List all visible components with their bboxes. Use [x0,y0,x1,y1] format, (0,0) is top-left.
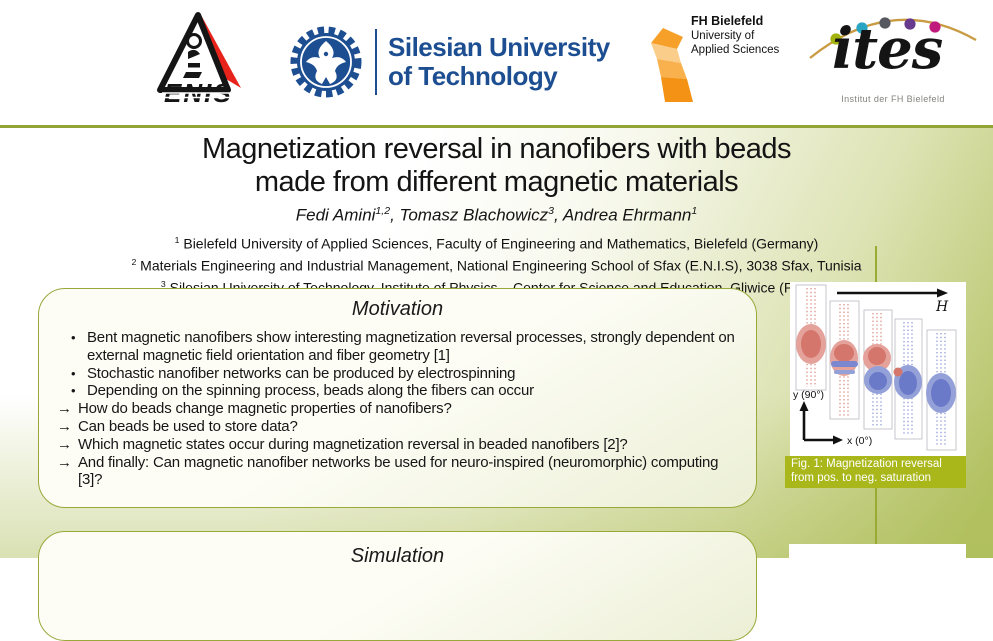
affiliations: 1 Bielefeld University of Applied Scienc… [0,231,993,297]
field-label: H [935,299,949,315]
poster-title: Magnetization reversal in nanofibers wit… [0,133,993,199]
silesian-line1: Silesian University [388,32,610,62]
figure-2-peek [789,544,966,560]
silesian-line2: of Technology [388,61,558,91]
list-item: → How do beads change magnetic properties… [57,400,452,418]
list-item: • Stochastic nanofiber networks can be pr… [71,364,516,382]
enis-logo-icon: ENIS [157,12,241,104]
author-3: , Andrea Ehrmann [554,205,692,225]
silesian-logo: Silesian University of Technology [288,22,610,102]
y-axis-label: y (90°) [793,389,824,401]
fh-bielefeld-logo: FH Bielefeld University of Applied Scien… [643,10,833,105]
author-1: Fedi Amini [295,205,376,225]
author-2: , Tomasz Blachowicz [390,205,549,225]
motivation-box: Motivation • Bent magnetic nanofibers sho… [38,288,757,508]
authors-line: Fedi Amini1,2, Tomasz Blachowicz3, Andre… [0,205,993,226]
enis-wordmark: ENIS [164,78,233,104]
simulation-box: Simulation [38,531,757,641]
caption-line1: Fig. 1: Magnetization reversal [791,458,942,470]
list-item: • Bent magnetic nanofibers show interesti… [71,329,735,364]
caption-line2: from pos. to neg. saturation [791,471,931,484]
list-item: → Can beads be used to store data? [57,417,298,435]
figure-1-caption: Fig. 1: Magnetization reversal from pos.… [785,456,966,488]
fh-line3: Applied Sciences [691,44,780,56]
simulation-heading: Simulation [350,545,445,567]
ites-logo: ites Institut der FH Bielefeld [806,6,980,106]
title-block: Magnetization reversal in nanofibers wit… [0,133,993,297]
affiliation-1: 1 Bielefeld University of Applied Scienc… [174,234,819,252]
motivation-list: • Bent magnetic nanofibers show interesti… [57,329,738,489]
poster-header: ENIS Silesian University of Technology F… [0,0,993,125]
fh-ribbon-icon [651,28,693,102]
fh-wordmark: FH Bielefeld University of Applied Scien… [691,14,779,57]
fh-line1: FH Bielefeld [691,14,764,28]
author-1-sup: 1,2 [375,205,391,217]
title-line1: Magnetization reversal in nanofibers wit… [201,133,792,165]
figure-1: H y (90°) x (0°) [790,282,966,456]
title-line2: made from different magnetic materials [254,166,739,198]
x-axis-label: x (0°) [847,435,872,447]
list-item: → Which magnetic states occur during magn… [57,435,628,453]
list-item: → And finally: Can magnetic nanofiber net… [57,453,719,489]
silesian-divider [375,29,377,95]
fh-line2: University of [691,30,755,42]
silesian-wordmark: Silesian University of Technology [388,33,610,91]
silesian-gear-eagle-icon [290,26,362,98]
figure-1-simulation-icon: H y (90°) x (0°) [793,284,957,451]
author-2-sup: 3 [548,205,555,217]
affiliation-2: 2 Materials Engineering and Industrial M… [131,256,862,274]
motivation-heading: Motivation [351,298,444,320]
ites-arc-dots-icon [809,17,977,59]
author-3-sup: 1 [691,205,698,217]
header-divider-rule [0,125,993,128]
ites-subtitle: Institut der FH Bielefeld [841,94,945,104]
list-item: • Depending on the spinning process, bead… [71,382,534,400]
ites-wordmark: ites [832,16,943,82]
